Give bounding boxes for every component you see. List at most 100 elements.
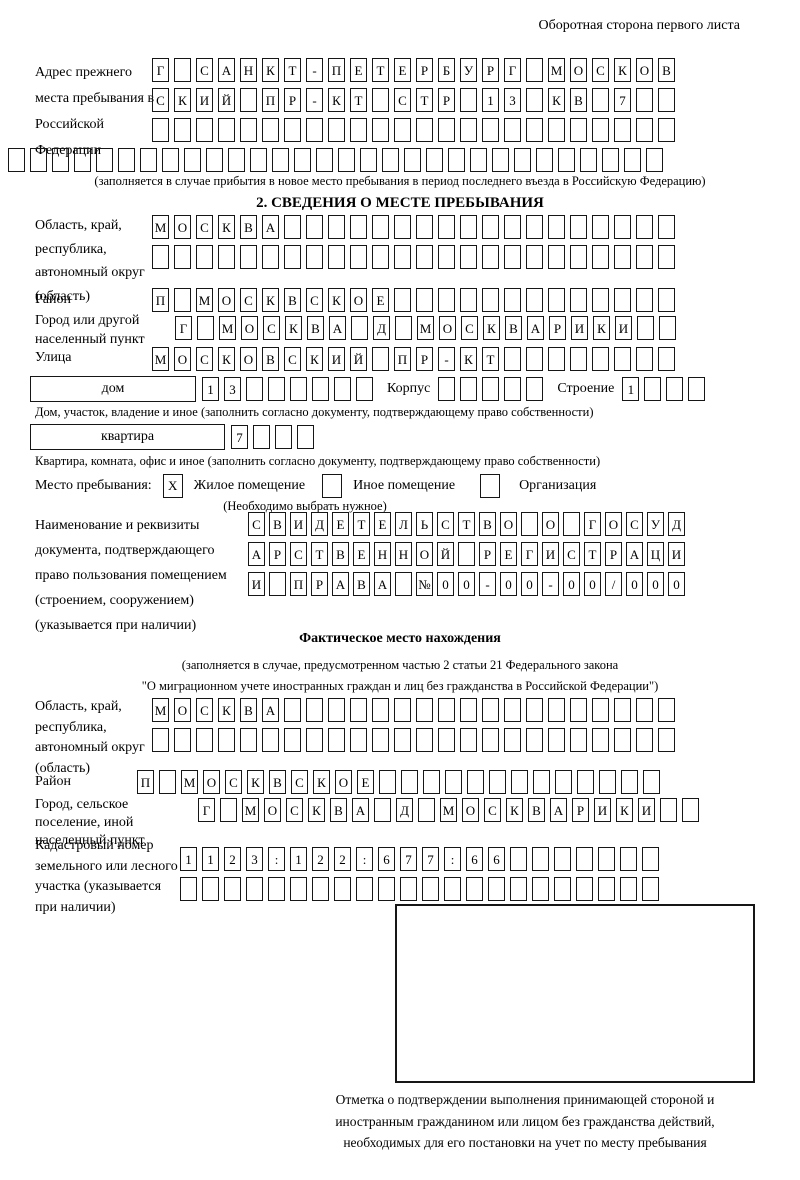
form-cell [504,215,521,239]
form-cell [570,288,587,312]
form-cell [504,245,521,269]
form-cell: М [417,316,434,340]
form-cell [328,118,345,142]
form-cell [666,377,684,401]
form-cell: 3 [246,847,263,871]
form-cell [526,58,543,82]
form-cell: Р [416,347,433,371]
form-cell: 1 [202,847,219,871]
form-cell [482,245,499,269]
form-cell: С [291,770,308,794]
house-note: Дом, участок, владение и иное (заполнить… [35,405,594,419]
form-cell [284,245,301,269]
form-cell: С [152,88,169,112]
form-cell: И [571,316,588,340]
form-cell: В [353,572,370,596]
form-cell [400,877,417,901]
prev-address-row-3 [152,118,675,142]
form-cell [74,148,91,172]
confirmation-stamp-caption: Отметка о подтверждении выполнения прини… [335,1092,715,1150]
form-cell [52,148,69,172]
form-cell [152,118,169,142]
form-cell [206,148,223,172]
form-cell [526,215,543,239]
form-cell: - [479,572,496,596]
form-cell: Б [438,58,455,82]
apartment-box: квартира [30,424,225,450]
form-cell: С [290,542,307,566]
form-cell [658,88,675,112]
form-cell [218,728,235,752]
form-cell [372,698,389,722]
form-cell: Р [482,58,499,82]
form-cell: О [350,288,367,312]
form-cell [532,847,549,871]
form-cell [197,316,214,340]
form-cell: С [286,798,303,822]
form-cell [658,288,675,312]
form-cell [394,698,411,722]
form-cell: С [626,512,643,536]
form-cell [614,118,631,142]
form-cell [577,770,594,794]
form-cell [563,512,580,536]
form-cell [328,215,345,239]
form-cell: Ь [416,512,433,536]
form-cell: М [440,798,457,822]
form-cell [621,770,638,794]
form-cell [659,316,676,340]
form-cell: Е [374,512,391,536]
form-cell [548,347,565,371]
form-cell [482,728,499,752]
form-cell: С [284,347,301,371]
form-cell: С [225,770,242,794]
form-cell: Т [311,542,328,566]
form-cell [688,377,706,401]
form-cell: К [460,347,477,371]
form-cell [294,148,311,172]
actual-location-note-2: "О миграционном учете иностранных гражда… [141,679,659,693]
form-cell [526,347,543,371]
form-cell [536,148,553,172]
street-label: Улица [35,350,72,365]
form-cell: В [284,288,301,312]
form-cell: К [247,770,264,794]
form-cell [548,698,565,722]
form-cell [416,288,433,312]
form-cell [504,347,521,371]
form-cell [592,698,609,722]
stay-type-note: (Необходимо выбрать нужное) [223,499,387,513]
form-cell [614,245,631,269]
form-cell: - [306,88,323,112]
page-side-note: Оборотная сторона первого листа [538,18,740,33]
form-cell [489,770,506,794]
form-cell: О [462,798,479,822]
form-cell [470,148,487,172]
form-cell: В [240,698,257,722]
form-cell: П [328,58,345,82]
form-cell: 7 [614,88,631,112]
form-cell: Н [395,542,412,566]
form-cell: 0 [437,572,454,596]
form-cell [416,245,433,269]
form-cell: И [594,798,611,822]
form-cell [404,148,421,172]
form-cell [423,770,440,794]
form-cell [382,148,399,172]
form-cell: У [647,512,664,536]
form-cell [306,245,323,269]
form-cell: Г [521,542,538,566]
form-cell [438,118,455,142]
form-cell [658,698,675,722]
form-cell [284,698,301,722]
form-cell: 6 [378,847,395,871]
form-cell [504,728,521,752]
form-cell [394,118,411,142]
form-cell: Л [395,512,412,536]
form-cell [460,698,477,722]
form-cell: В [307,316,324,340]
